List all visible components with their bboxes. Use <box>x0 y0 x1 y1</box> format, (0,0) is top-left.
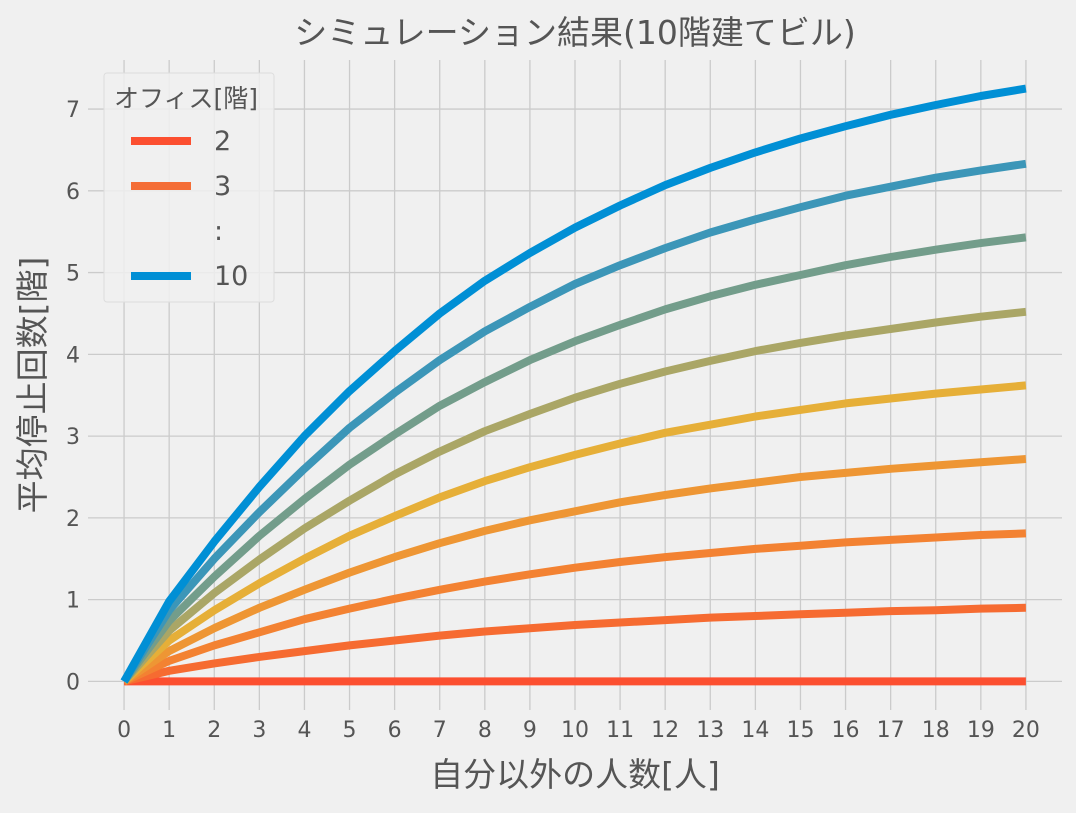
x-tick-label: 17 <box>877 718 905 743</box>
x-tick-label: 15 <box>786 718 814 743</box>
x-tick-label: 13 <box>696 718 724 743</box>
legend-label: 10 <box>214 261 248 292</box>
y-tick-label: 5 <box>66 262 80 287</box>
y-tick-label: 3 <box>66 425 80 450</box>
series-line-3 <box>121 455 1027 685</box>
legend: オフィス[階] 2 3: 10 <box>103 72 275 303</box>
series-line-2 <box>122 529 1027 686</box>
series-line-8 <box>120 84 1027 684</box>
x-tick-label: 1 <box>162 718 176 743</box>
series-lines <box>120 84 1027 686</box>
x-tick-label: 4 <box>297 718 311 743</box>
chart-title: シミュレーション結果(10階建てビル) <box>294 13 855 52</box>
legend-label: : <box>214 216 223 247</box>
series-line-1 <box>123 603 1026 686</box>
x-tick-label: 0 <box>117 718 131 743</box>
y-tick-label: 1 <box>66 589 80 614</box>
y-tick-label: 4 <box>66 343 80 368</box>
series-line-5 <box>121 307 1027 685</box>
y-tick-label: 0 <box>66 670 80 695</box>
x-tick-label: 6 <box>388 718 402 743</box>
x-tick-label: 19 <box>967 718 995 743</box>
x-tick-label: 10 <box>561 718 589 743</box>
x-tick-label: 11 <box>606 718 634 743</box>
x-tick-label: 7 <box>433 718 447 743</box>
x-tick-label: 12 <box>651 718 679 743</box>
legend-label: 3 <box>214 171 231 202</box>
x-tick-label: 9 <box>523 718 537 743</box>
x-tick-label: 18 <box>922 718 950 743</box>
x-tick-label: 3 <box>252 718 266 743</box>
series-line-7 <box>120 159 1027 684</box>
y-tick-label: 6 <box>66 180 80 205</box>
legend-title: オフィス[階] <box>114 84 258 113</box>
legend-label: 2 <box>214 126 231 157</box>
y-tick-label: 2 <box>66 507 80 532</box>
x-tick-label: 14 <box>741 718 769 743</box>
x-axis-label: 自分以外の人数[人] <box>430 755 720 794</box>
series-line-4 <box>121 381 1027 685</box>
y-tick-label: 7 <box>66 98 80 123</box>
y-axis-label: 平均停止回数[階] <box>13 257 52 514</box>
x-tick-label: 5 <box>343 718 357 743</box>
x-tick-label: 20 <box>1012 718 1040 743</box>
x-tick-label: 8 <box>478 718 492 743</box>
x-tick-label: 2 <box>207 718 221 743</box>
x-tick-label: 16 <box>832 718 860 743</box>
series-line-6 <box>120 233 1027 684</box>
legend-entries: 2 3: 10 <box>131 126 248 292</box>
